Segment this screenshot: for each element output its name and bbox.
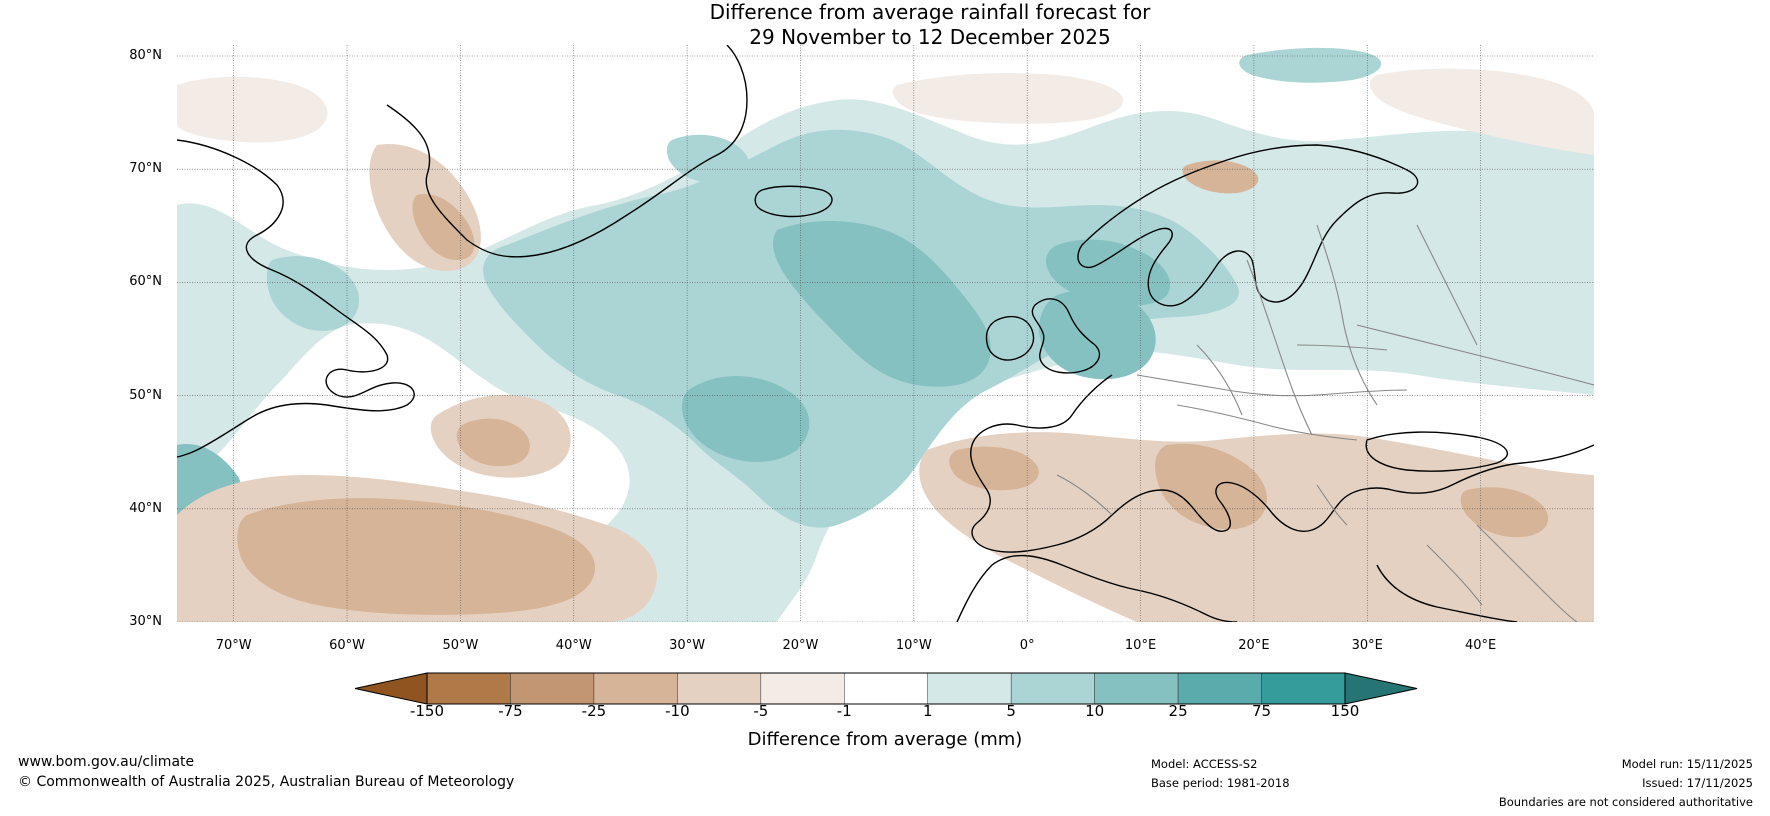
colorbar-bin xyxy=(760,672,845,705)
colorbar-bin xyxy=(1010,672,1095,705)
rainfall-anomaly-map xyxy=(177,45,1594,622)
colorbar-tick-label: -75 xyxy=(498,702,523,720)
issued-date: Issued: 17/11/2025 xyxy=(1642,776,1753,790)
colorbar-under-arrow xyxy=(354,672,428,705)
colorbar-bin xyxy=(677,672,762,705)
colorbar-bin xyxy=(593,672,678,705)
colorbar-bin xyxy=(510,672,595,705)
colorbar-tick-label: -10 xyxy=(665,702,690,720)
colorbar-bin xyxy=(1094,672,1179,705)
coastline-iceland xyxy=(754,185,833,218)
model-name: Model: ACCESS-S2 xyxy=(1151,757,1258,771)
latitude-label: 50°N xyxy=(129,387,162,403)
coastlines xyxy=(177,45,1594,622)
colorbar-bin xyxy=(927,672,1012,705)
coastline-ireland xyxy=(985,315,1035,361)
longitude-label: 10°W xyxy=(895,638,932,653)
latitude-label: 70°N xyxy=(129,161,162,177)
colorbar-tick-label: -150 xyxy=(409,702,445,720)
dry-field-subtropical-atlantic-core xyxy=(237,498,596,615)
dry-field-caspian xyxy=(1460,487,1549,538)
colorbar-tick-label: -5 xyxy=(753,702,769,720)
colorbar xyxy=(354,672,1418,705)
latitude-label: 30°N xyxy=(129,614,162,629)
boundaries-disclaimer: Boundaries are not considered authoritat… xyxy=(1498,795,1753,809)
colorbar-title: Difference from average (mm) xyxy=(747,729,1023,750)
coastline-north-africa xyxy=(956,554,1238,622)
colorbar-tick-label: 75 xyxy=(1251,702,1272,720)
longitude-label: 40°W xyxy=(555,638,592,653)
wet-field-arctic xyxy=(1239,47,1382,83)
website-link[interactable]: www.bom.gov.au/climate xyxy=(18,754,195,770)
colorbar-tick-label: 25 xyxy=(1168,702,1188,720)
colorbar-tick-label: 1 xyxy=(922,702,933,720)
latitude-label: 80°N xyxy=(129,48,162,63)
colorbar-bin xyxy=(844,672,928,705)
wet-field-10to25-norway xyxy=(1045,239,1171,306)
colorbar-bin xyxy=(1177,672,1262,705)
base-period: Base period: 1981-2018 xyxy=(1151,776,1290,790)
latitude-label: 40°N xyxy=(129,500,162,516)
coastline-levant xyxy=(1376,564,1518,622)
wet-field-10to25-mid-atlantic xyxy=(772,220,991,387)
dry-field-west-canada xyxy=(177,76,328,143)
colorbar-bin xyxy=(1261,672,1346,705)
map-canvas xyxy=(177,45,1594,622)
colorbar-tick-label: -1 xyxy=(836,702,852,720)
longitude-label: 70°W xyxy=(215,638,252,653)
colorbar-tick-label: 10 xyxy=(1085,702,1105,720)
longitude-label: 20°W xyxy=(782,638,819,653)
coastline-black-sea xyxy=(1365,431,1509,472)
longitude-label: 10°E xyxy=(1124,638,1157,653)
coastline-britain xyxy=(1031,298,1100,374)
model-run-date: Model run: 15/11/2025 xyxy=(1621,757,1753,771)
wet-field-labrador xyxy=(266,256,360,331)
colorbar-tick-label: 150 xyxy=(1330,702,1360,720)
colorbar-tick-label: 5 xyxy=(1006,702,1016,720)
longitude-label: 30°W xyxy=(669,638,706,653)
colorbar-bin xyxy=(426,672,511,705)
coastline-europe-west xyxy=(970,374,1594,553)
title-line-1: Difference from average rainfall forecas… xyxy=(709,0,1151,24)
dry-field-italy-balkans xyxy=(1155,443,1267,530)
longitude-label: 30°E xyxy=(1351,638,1383,653)
map-title: Difference from average rainfall forecas… xyxy=(0,0,1770,50)
colorbar-tick-label: -25 xyxy=(581,702,607,720)
dry-field-arctic-europe xyxy=(892,73,1124,124)
longitude-label: 20°E xyxy=(1238,638,1270,653)
dry-field-mid-atlantic-core xyxy=(456,418,530,467)
dry-field-greenland-core xyxy=(412,194,475,260)
dry-field-arctic-russia xyxy=(1369,68,1594,155)
coastline-scandinavia xyxy=(1077,144,1419,307)
longitude-label: 40°E xyxy=(1464,638,1497,653)
latitude-label: 60°N xyxy=(129,274,162,290)
coastline-canada xyxy=(177,139,415,458)
colorbar-over-arrow xyxy=(1344,672,1418,705)
longitude-label: 60°W xyxy=(329,638,365,653)
national-boundaries xyxy=(1056,224,1594,622)
graticule xyxy=(177,45,1594,622)
colorbar-frame xyxy=(426,672,1346,705)
wet-field-10to25-azores xyxy=(682,375,810,462)
coastline-greenland xyxy=(386,45,748,258)
longitude-label: 0° xyxy=(1019,638,1035,653)
copyright-text: © Commonwealth of Australia 2025, Austra… xyxy=(18,774,515,790)
longitude-label: 50°W xyxy=(442,638,479,653)
